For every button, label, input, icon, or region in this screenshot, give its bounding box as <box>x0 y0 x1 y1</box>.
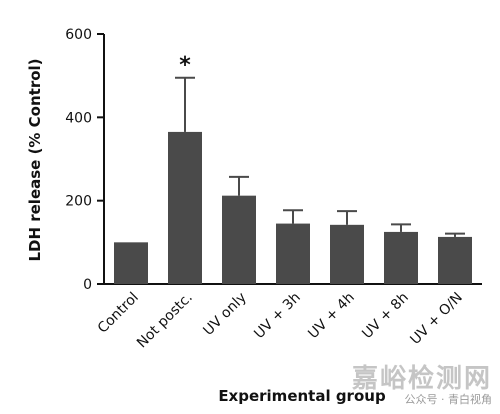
x-axis-title: Experimental group <box>218 387 386 405</box>
bar <box>114 242 148 284</box>
significance-marks: * <box>179 53 191 78</box>
bars <box>114 131 472 284</box>
y-axis-title: LDH release (% Control) <box>26 58 44 261</box>
x-tick-label: UV + 4h <box>305 290 358 343</box>
y-tick-label: 0 <box>83 277 92 293</box>
y-tick-label: 200 <box>65 194 92 210</box>
bar <box>384 231 418 284</box>
bar <box>276 223 310 284</box>
x-tick-label: UV only <box>200 290 249 339</box>
error-bars <box>175 76 465 237</box>
significance-mark: * <box>179 53 191 78</box>
y-tick-label: 400 <box>65 110 92 126</box>
x-tick-label: Control <box>95 290 142 337</box>
bar <box>438 236 472 284</box>
y-ticks: 0 200 400 600 <box>65 27 104 293</box>
bar <box>330 224 364 284</box>
x-tick-label: UV + 8h <box>359 290 412 343</box>
x-tick-label: Not postc. <box>134 290 196 352</box>
bar <box>222 195 256 284</box>
y-tick-label: 600 <box>65 27 92 43</box>
x-tick-label: UV + O/N <box>407 290 465 348</box>
x-tick-label: UV + 3h <box>251 290 304 343</box>
bar <box>168 131 202 284</box>
